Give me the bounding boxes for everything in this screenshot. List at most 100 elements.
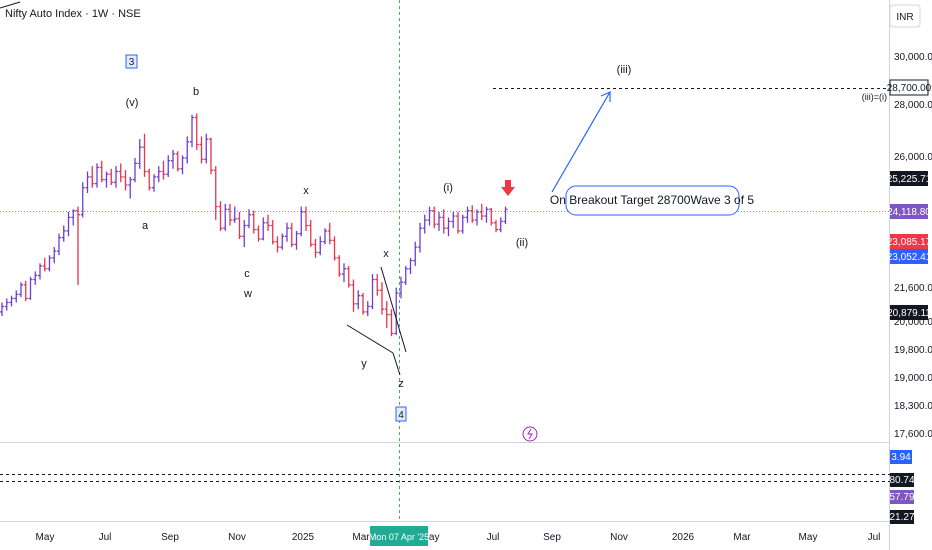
ohlc-bar (161, 160, 166, 180)
price-tag-high-text: 25,225.71 (887, 174, 932, 185)
ohlc-bar (308, 220, 313, 248)
ohlc-bar (99, 160, 104, 183)
wave-label-c: c (244, 268, 250, 280)
indicator-tag-4-text: 21.27 (889, 512, 914, 523)
wave-label-x-2: x (383, 248, 389, 260)
currency-label: INR (896, 12, 913, 23)
price-tag-target-text: 28,700.00 (887, 83, 932, 94)
ohlc-bar (47, 255, 52, 272)
crosshair-date-text: Mon 07 Apr '25 (369, 532, 429, 542)
time-label-sep-24: Sep (161, 532, 179, 543)
ohlc-bar (247, 209, 251, 229)
ohlc-bar (52, 247, 57, 264)
ohlc-bar (418, 222, 422, 253)
time-label-mar-26: Mar (733, 532, 751, 543)
ohlc-bar (441, 209, 446, 234)
ohlc-bar (76, 206, 80, 285)
ohlc-bar (95, 163, 99, 188)
ohlc-bar (342, 263, 346, 283)
ohlc-bar (384, 301, 389, 329)
price-tick-30000: 30,000.00 (894, 52, 932, 63)
ohlc-bar (14, 290, 19, 303)
chart-title: Nifty Auto Index · 1W · NSE (5, 8, 141, 20)
ohlc-bar (370, 274, 375, 310)
ohlc-bar (318, 236, 323, 256)
ohlc-bar (152, 174, 156, 192)
ohlc-bar (475, 209, 479, 226)
diagonal-lower-line (346, 324, 394, 354)
wave-label-v: (v) (126, 97, 139, 109)
ohlc-bar (33, 271, 38, 285)
price-axis[interactable]: INR 30,000.00 28,000.00 26,000.00 21,600… (887, 4, 932, 524)
wave-label-3: 3 (129, 57, 135, 68)
ohlc-bar (380, 282, 384, 315)
wave-label-i: (i) (443, 182, 453, 194)
wave-label-x-1: x (303, 185, 309, 197)
time-label-nov-24: Nov (228, 532, 246, 543)
price-tick-17600: 17,600.00 (894, 429, 932, 440)
ohlc-bar (171, 149, 175, 169)
ohlc-bar (19, 282, 23, 298)
ohlc-bar (194, 113, 199, 150)
price-tag-target (889, 79, 929, 96)
wave-label-ii: (ii) (516, 237, 528, 249)
ohlc-bar (199, 136, 204, 164)
price-tick-26000: 26,000.00 (894, 152, 932, 163)
ohlc-bar (114, 166, 118, 188)
ohlc-bar (465, 206, 470, 223)
indicator-tag-1-text: 3.94 (891, 452, 911, 463)
time-label-may-26: May (799, 532, 818, 543)
ohlc-bar (42, 257, 47, 272)
ohlc-bar (204, 133, 209, 164)
ohlc-bar (256, 225, 261, 242)
ohlc-bar (142, 133, 147, 177)
ohlc-bar (403, 266, 408, 285)
ohlc-bar (304, 206, 308, 231)
ohlc-bar (223, 203, 228, 231)
ohlc-bar (118, 163, 123, 183)
price-tag-last (890, 204, 928, 219)
ohlc-bar (446, 217, 451, 237)
ohlc-bar (399, 276, 403, 299)
time-label-2026: 2026 (672, 532, 695, 543)
price-tick-20000: 20,000.00 (894, 317, 932, 328)
ohlc-bar (242, 220, 247, 248)
ohlc-bar (28, 276, 33, 300)
price-tick-19000: 19,000.00 (894, 373, 932, 384)
time-label-mar-25: Mar (352, 532, 370, 543)
time-label-jul-24: Jul (99, 532, 112, 543)
ohlc-bar (346, 266, 351, 288)
ohlc-bar (365, 301, 370, 316)
lightning-event-icon[interactable] (522, 426, 538, 442)
indicator-tag-4 (890, 510, 914, 524)
price-tag-red (890, 234, 928, 249)
ohlc-bar (228, 203, 232, 226)
ohlc-bar (0, 302, 4, 316)
indicator-tag-2-text: 80.74 (889, 475, 914, 486)
ohlc-bar (128, 176, 133, 199)
ohlc-bars (0, 113, 508, 337)
ohlc-bar (503, 206, 508, 225)
ohlc-bar (413, 241, 418, 266)
time-axis[interactable]: May Jul Sep Nov 2025 Mar May Jul Sep Nov… (36, 526, 881, 546)
ohlc-bar (66, 212, 71, 237)
price-tag-red-text: 23,085.17 (887, 237, 932, 248)
ohlc-bar (361, 293, 365, 315)
wave-label-4: 4 (398, 410, 404, 421)
price-tick-28000: 28,000.00 (894, 100, 932, 111)
projection-arrowhead-icon (600, 91, 611, 102)
ohlc-bar (185, 136, 190, 164)
price-pane[interactable] (0, 0, 890, 442)
ohlc-bar (313, 239, 318, 258)
ohlc-bar (190, 114, 194, 148)
time-label-may-24: May (36, 532, 55, 543)
ohlc-bar (209, 137, 213, 175)
callout-box (565, 185, 740, 216)
ohlc-bar (4, 298, 9, 311)
wave-3-box (125, 54, 138, 69)
currency-button[interactable] (889, 4, 921, 28)
ohlc-bar (375, 274, 380, 296)
ohlc-bar (422, 214, 427, 234)
projection-arrow-line (551, 91, 611, 193)
